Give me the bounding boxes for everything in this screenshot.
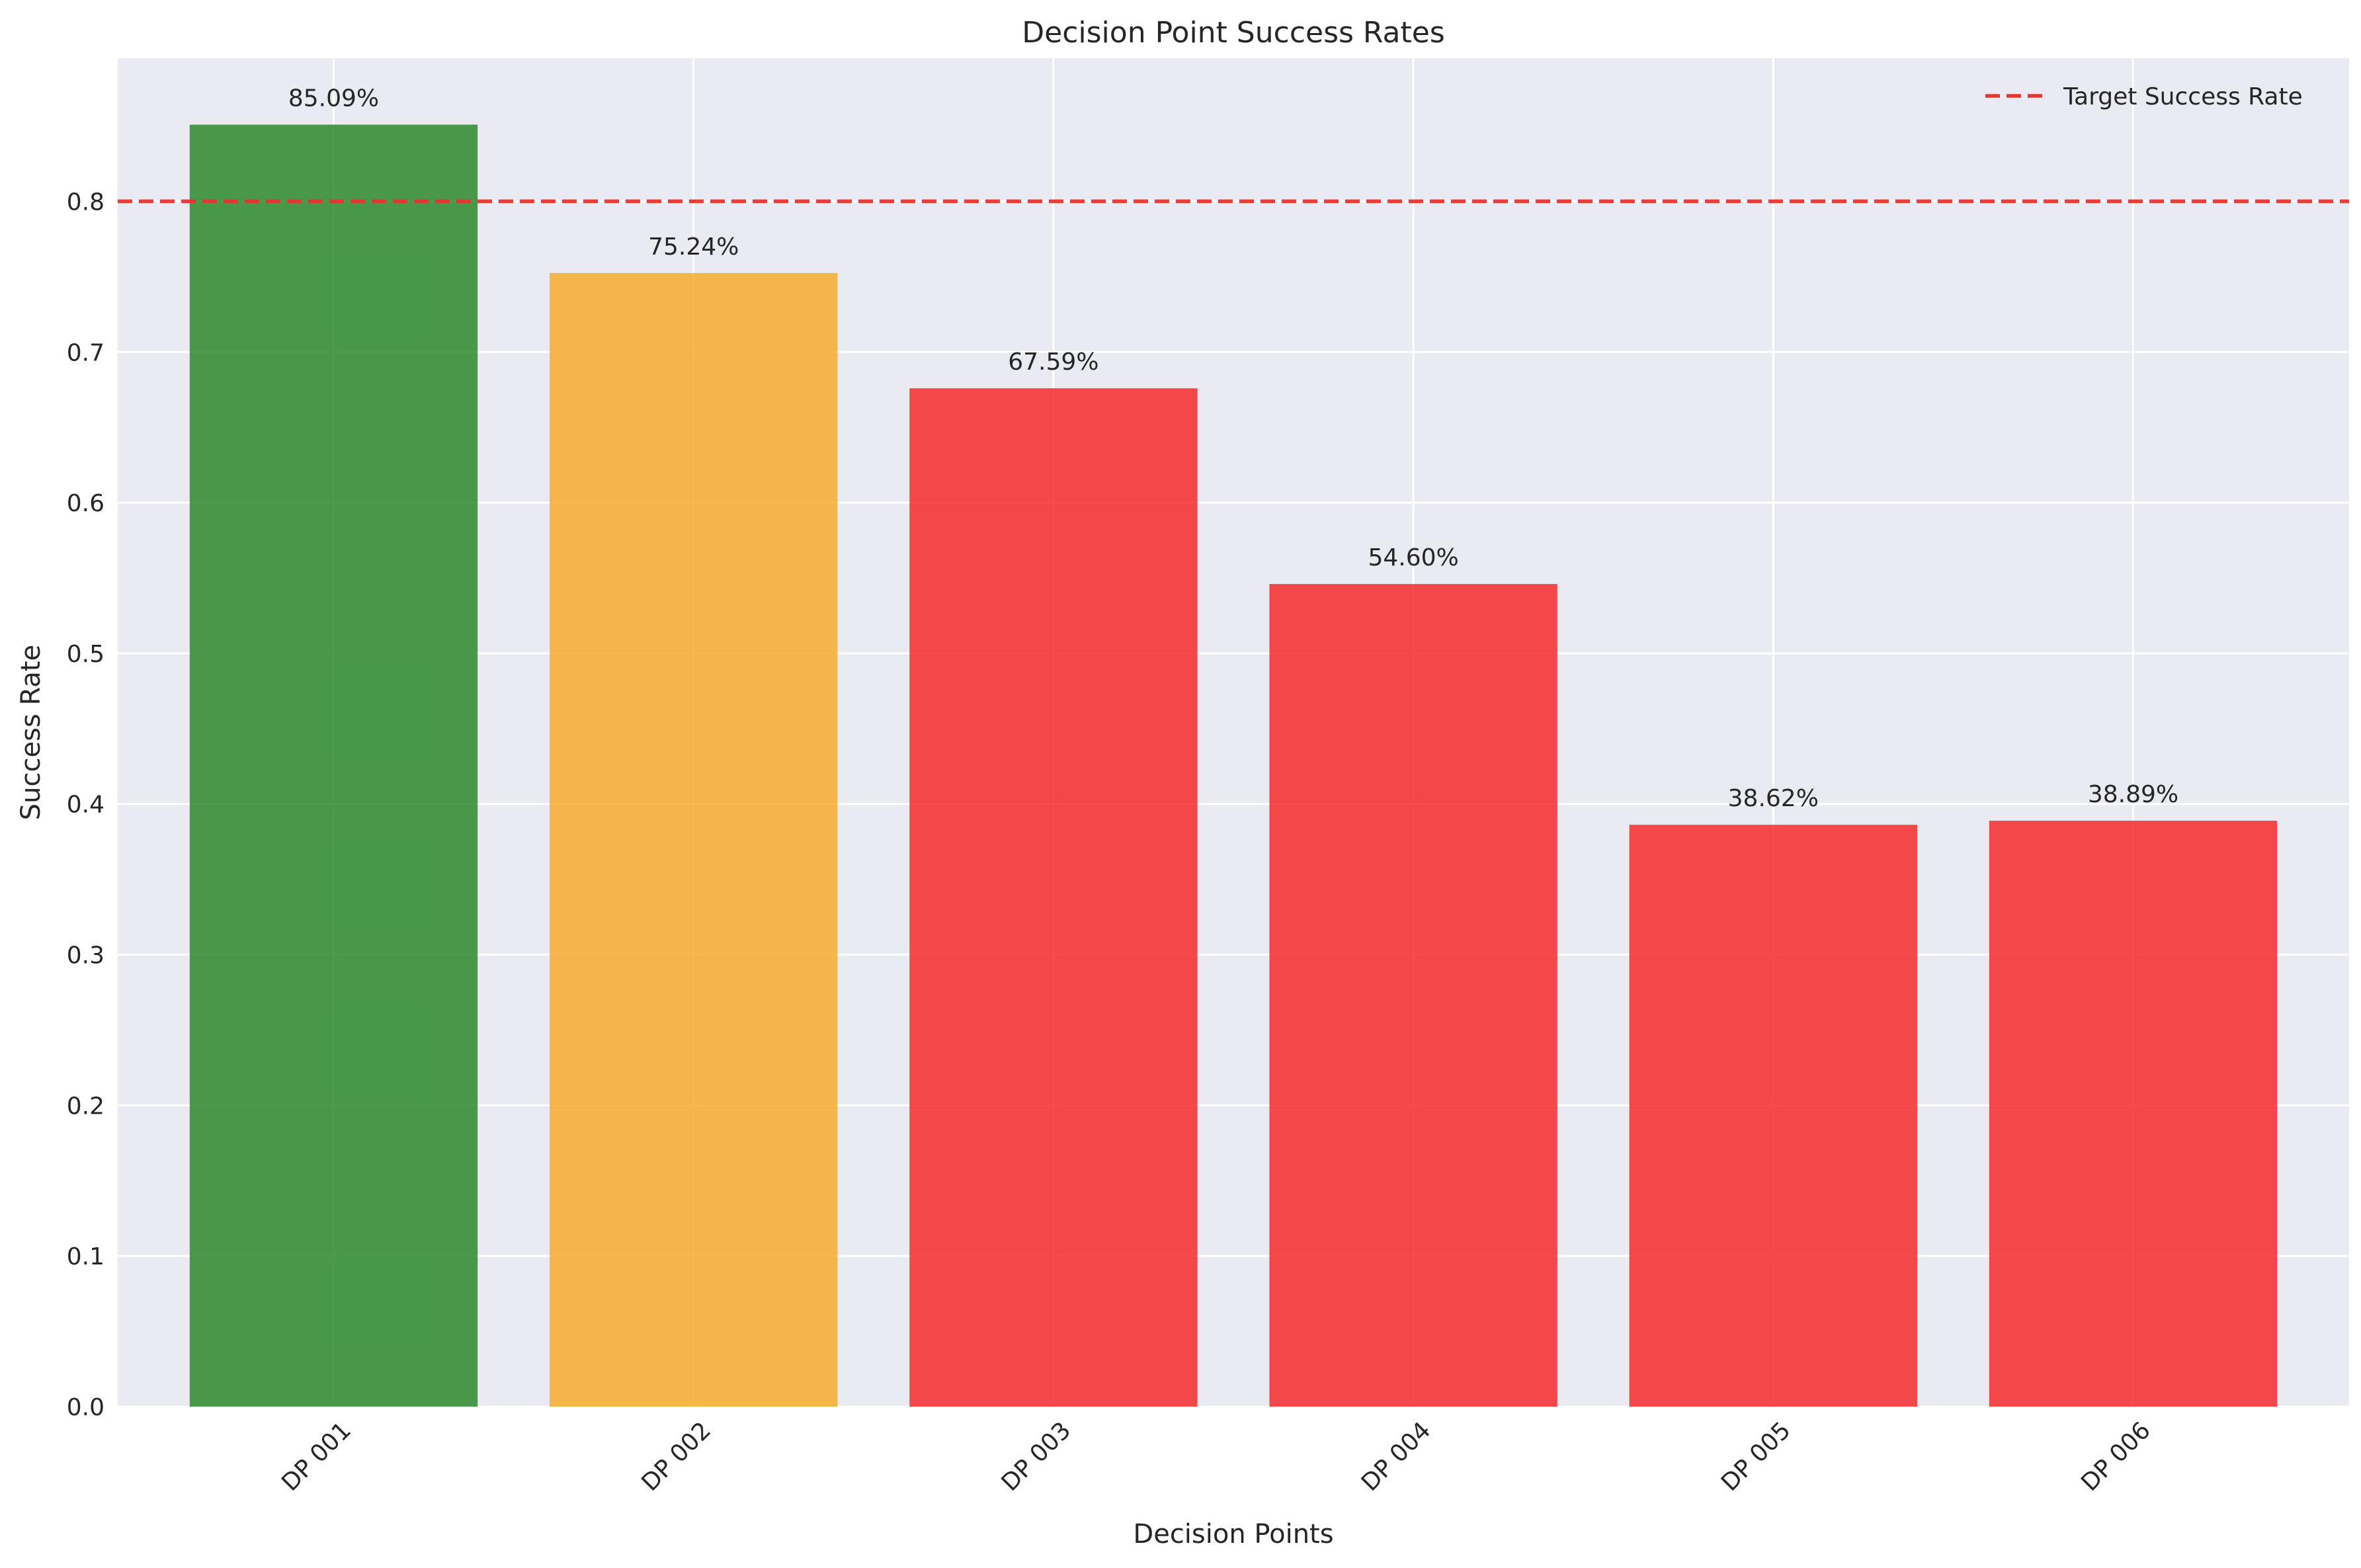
bar-dp-006 [1989, 821, 2278, 1407]
y-tick-label: 0.5 [67, 641, 104, 668]
y-tick-label: 0.6 [67, 490, 104, 517]
plot-area [118, 58, 2349, 1407]
x-axis-label: Decision Points [1133, 1519, 1333, 1549]
y-tick-label: 0.2 [67, 1093, 104, 1120]
bar-dp-002 [550, 272, 838, 1407]
bar-dp-004 [1269, 584, 1557, 1407]
data-labels: 85.09% 75.24% 67.59% 54.60% 38.62% 38.89% [288, 85, 2178, 812]
data-label: 38.89% [2088, 781, 2178, 808]
y-tick-label: 0.3 [67, 942, 104, 970]
y-tick-label: 0.7 [67, 339, 104, 366]
bar-dp-003 [909, 388, 1198, 1407]
data-label: 85.09% [288, 85, 379, 112]
data-label: 67.59% [1008, 349, 1098, 376]
y-axis-ticks: 0.0 0.1 0.2 0.3 0.4 0.5 0.6 0.7 0.8 [67, 188, 104, 1421]
bars [189, 124, 2278, 1407]
data-label: 54.60% [1368, 544, 1458, 571]
chart-title: Decision Point Success Rates [1022, 16, 1444, 50]
y-tick-label: 0.0 [67, 1394, 104, 1421]
y-tick-label: 0.4 [67, 792, 104, 819]
y-tick-label: 0.1 [67, 1243, 104, 1270]
bar-dp-001 [189, 124, 478, 1407]
y-axis-label: Success Rate [16, 645, 46, 820]
y-tick-label: 0.8 [67, 188, 104, 216]
bar-dp-005 [1629, 825, 1917, 1407]
data-label: 75.24% [648, 233, 739, 261]
legend-entry-target-success-rate: Target Success Rate [2063, 83, 2303, 110]
data-label: 38.62% [1728, 785, 1819, 812]
legend: Target Success Rate [1985, 83, 2303, 110]
